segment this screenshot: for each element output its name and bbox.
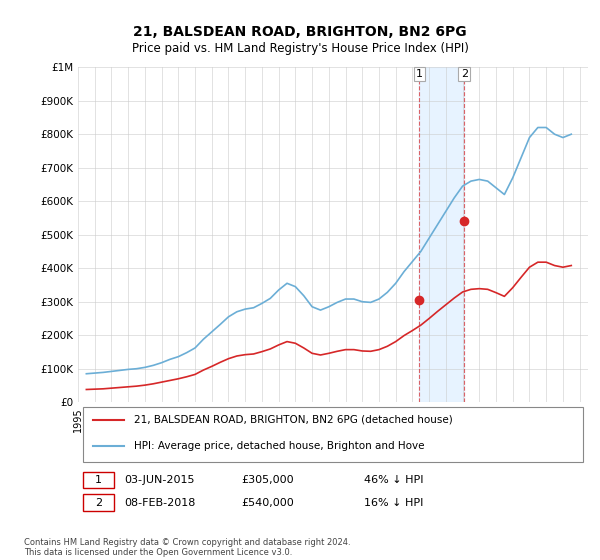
Text: 2: 2 <box>461 69 468 79</box>
FancyBboxPatch shape <box>83 472 114 488</box>
Text: 03-JUN-2015: 03-JUN-2015 <box>124 475 194 485</box>
Text: 2: 2 <box>95 498 102 508</box>
Text: 21, BALSDEAN ROAD, BRIGHTON, BN2 6PG (detached house): 21, BALSDEAN ROAD, BRIGHTON, BN2 6PG (de… <box>134 415 453 425</box>
Text: £540,000: £540,000 <box>241 498 294 508</box>
Bar <box>419 67 464 402</box>
Text: 08-FEB-2018: 08-FEB-2018 <box>124 498 195 508</box>
Text: 1: 1 <box>95 475 102 485</box>
Text: 1: 1 <box>416 69 423 79</box>
Text: Contains HM Land Registry data © Crown copyright and database right 2024.
This d: Contains HM Land Registry data © Crown c… <box>24 538 350 557</box>
Text: HPI: Average price, detached house, Brighton and Hove: HPI: Average price, detached house, Brig… <box>134 441 425 451</box>
Text: Price paid vs. HM Land Registry's House Price Index (HPI): Price paid vs. HM Land Registry's House … <box>131 42 469 55</box>
Text: 16% ↓ HPI: 16% ↓ HPI <box>364 498 423 508</box>
Text: 46% ↓ HPI: 46% ↓ HPI <box>364 475 423 485</box>
FancyBboxPatch shape <box>83 407 583 462</box>
FancyBboxPatch shape <box>83 494 114 511</box>
Text: £305,000: £305,000 <box>241 475 294 485</box>
Text: 21, BALSDEAN ROAD, BRIGHTON, BN2 6PG: 21, BALSDEAN ROAD, BRIGHTON, BN2 6PG <box>133 25 467 39</box>
